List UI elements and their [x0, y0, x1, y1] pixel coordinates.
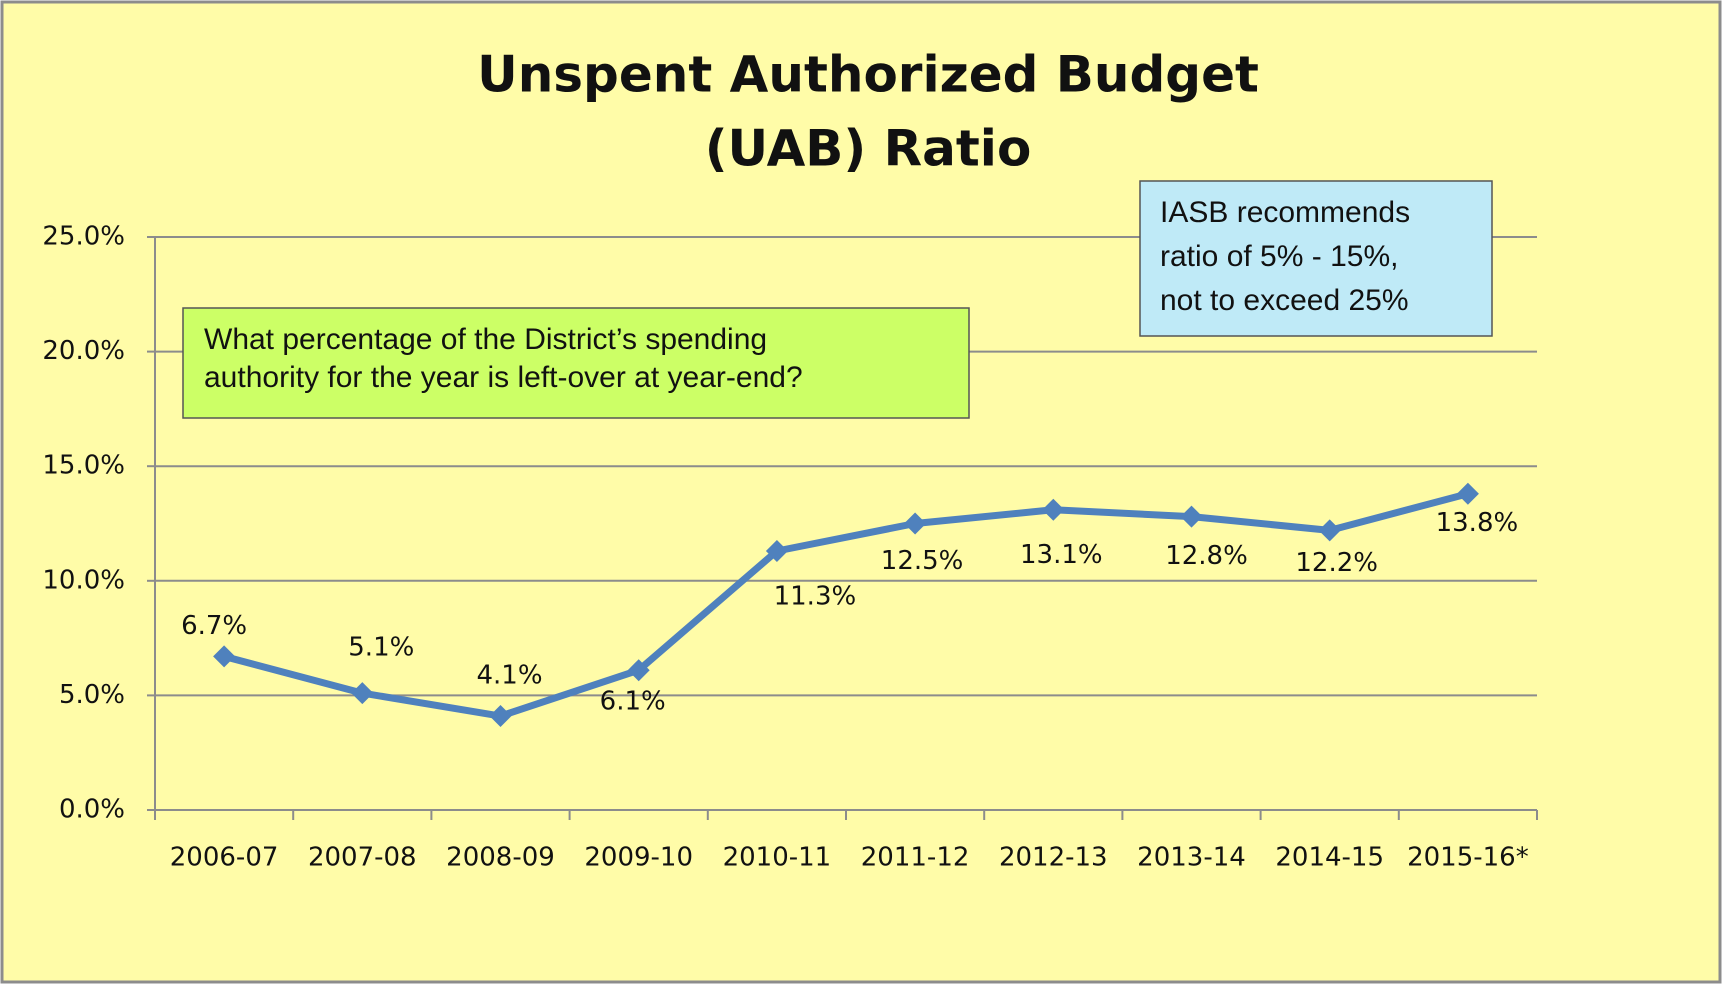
annotation-text: authority for the year is left-over at y… — [204, 361, 803, 394]
x-tick-label: 2007-08 — [308, 843, 417, 873]
data-line — [223, 490, 1469, 720]
y-tick-label: 10.0% — [42, 565, 125, 595]
x-tick-label: 2006-07 — [170, 843, 279, 873]
data-label: 13.8% — [1436, 508, 1519, 538]
data-point — [213, 645, 236, 668]
y-tick-label: 0.0% — [59, 795, 125, 825]
data-label: 12.5% — [881, 546, 964, 576]
x-tick-label: 2015-16* — [1407, 843, 1529, 873]
chart-title: (UAB) Ratio — [705, 120, 1032, 178]
data-label: 5.1% — [348, 633, 414, 663]
data-point — [489, 705, 512, 728]
annotation-text: ratio of 5% - 15%, — [1160, 240, 1398, 273]
data-point — [765, 540, 788, 563]
x-tick-label: 2010-11 — [723, 843, 832, 873]
annotation-text: What percentage of the District’s spendi… — [204, 323, 767, 356]
data-label: 6.7% — [181, 611, 247, 641]
data-label: 6.1% — [600, 687, 666, 717]
annotation-text: IASB recommends — [1160, 196, 1410, 229]
data-label: 12.2% — [1295, 548, 1378, 578]
x-tick-label: 2012-13 — [999, 843, 1108, 873]
data-label: 4.1% — [476, 661, 542, 691]
data-point — [351, 682, 374, 705]
annotation-text: not to exceed 25% — [1160, 284, 1409, 317]
data-point — [1042, 498, 1065, 521]
x-tick-label: 2011-12 — [861, 843, 970, 873]
chart-title: Unspent Authorized Budget — [477, 46, 1259, 104]
data-label: 13.1% — [1020, 540, 1103, 570]
x-tick-label: 2008-09 — [446, 843, 555, 873]
x-tick-label: 2013-14 — [1137, 843, 1246, 873]
x-tick-label: 2009-10 — [584, 843, 693, 873]
y-tick-label: 15.0% — [42, 451, 125, 481]
y-tick-label: 20.0% — [42, 336, 125, 366]
annotation-box — [182, 307, 970, 419]
data-label: 12.8% — [1165, 541, 1248, 571]
data-point — [1180, 505, 1203, 528]
x-tick-label: 2014-15 — [1275, 843, 1384, 873]
data-point — [1456, 482, 1479, 505]
data-point — [1318, 519, 1341, 542]
data-point — [904, 512, 927, 535]
y-tick-label: 5.0% — [59, 680, 125, 710]
data-point — [627, 659, 650, 682]
y-tick-label: 25.0% — [42, 222, 125, 252]
data-label: 11.3% — [774, 582, 857, 612]
annotation-box — [1139, 180, 1493, 337]
